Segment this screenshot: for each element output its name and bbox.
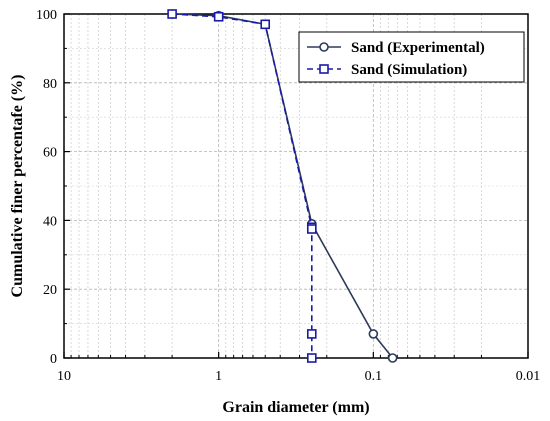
y-tick-label: 40 xyxy=(43,214,57,229)
legend-label: Sand (Experimental) xyxy=(351,40,485,56)
x-axis-title: Grain diameter (mm) xyxy=(222,399,369,416)
legend-box xyxy=(298,31,525,83)
y-tick-label: 100 xyxy=(36,8,57,23)
x-tick-label: 0.01 xyxy=(516,369,541,384)
y-tick-label: 0 xyxy=(50,352,57,367)
data-point xyxy=(213,11,224,22)
data-point xyxy=(306,353,317,363)
legend-marker xyxy=(319,42,329,52)
data-point xyxy=(260,19,271,30)
data-point xyxy=(167,9,177,19)
y-axis-title: Cumulative finer percentafe (%) xyxy=(9,75,26,298)
legend-label: Sand (Simulation) xyxy=(351,62,467,78)
y-tick-label: 60 xyxy=(43,146,57,161)
x-tick-label: 10 xyxy=(57,369,71,384)
data-point xyxy=(387,353,398,363)
legend: Sand (Experimental) Sand (Simulation) xyxy=(298,31,525,83)
data-point xyxy=(368,329,379,339)
x-tick-label: 0.1 xyxy=(365,369,383,384)
series-layer xyxy=(167,9,398,363)
y-tick-label: 80 xyxy=(43,77,57,92)
ticks-layer: 10 1 0.1 0.01 0 20 40 60 80 100 xyxy=(36,8,540,384)
data-point xyxy=(306,224,317,234)
series-line xyxy=(172,13,394,359)
legend-marker xyxy=(319,64,329,74)
y-tick-label: 20 xyxy=(43,283,57,298)
data-point xyxy=(306,329,317,339)
grid-layer xyxy=(63,13,529,359)
x-tick-label: 1 xyxy=(215,369,222,384)
